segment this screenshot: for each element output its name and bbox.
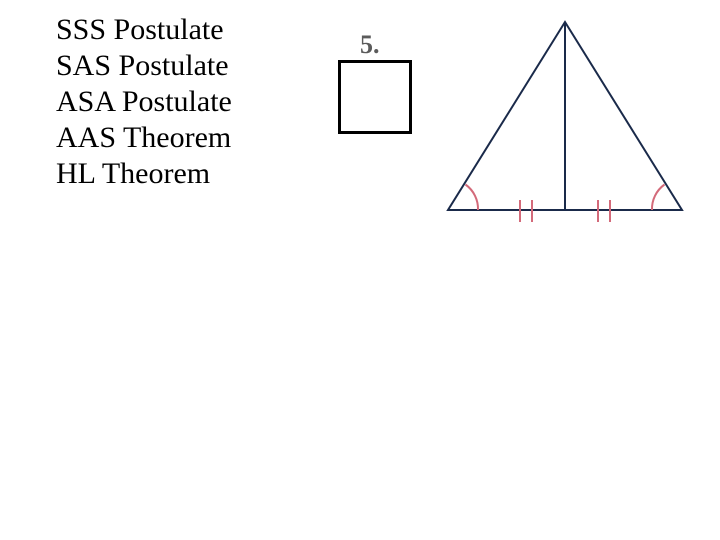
answer-box	[338, 60, 412, 134]
triangle-diagram	[420, 10, 710, 230]
postulate-item: HL Theorem	[56, 156, 232, 192]
postulate-item: AAS Theorem	[56, 120, 232, 156]
postulate-item: SAS Postulate	[56, 48, 232, 84]
angle-arc-left	[466, 185, 479, 211]
postulate-list: SSS Postulate SAS Postulate ASA Postulat…	[56, 12, 232, 192]
problem-number: 5.	[360, 30, 380, 60]
postulate-item: ASA Postulate	[56, 84, 232, 120]
postulate-item: SSS Postulate	[56, 12, 232, 48]
angle-arc-right	[652, 185, 665, 211]
